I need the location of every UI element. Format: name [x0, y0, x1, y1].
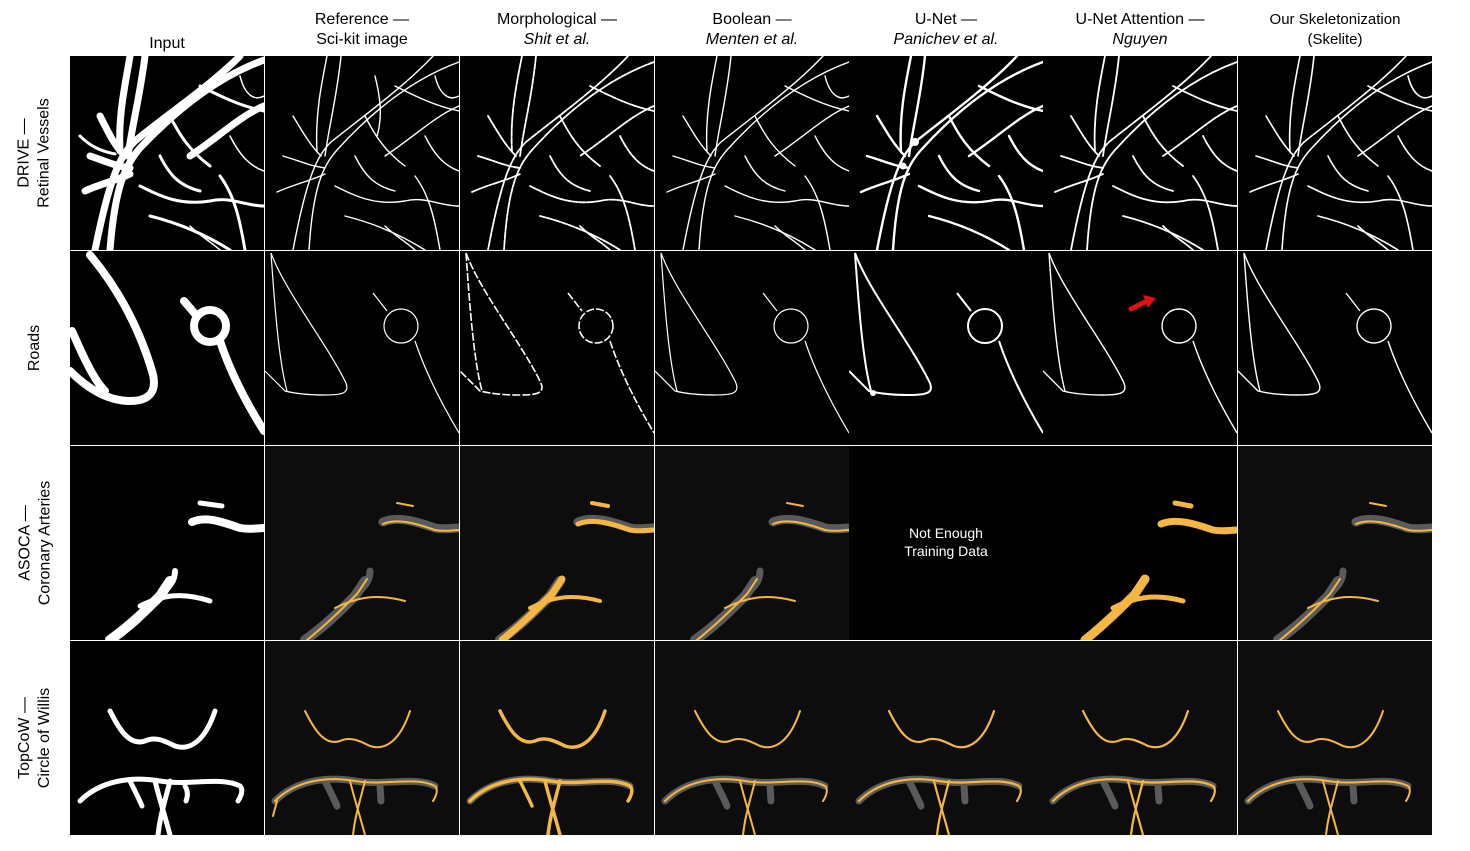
roads-skelite-skeleton [1238, 252, 1432, 434]
asoca-morphological-panel [460, 446, 654, 640]
drive-skelite-skeleton [1249, 56, 1432, 250]
roads-reference-skeleton [265, 252, 459, 434]
column-title: Input [149, 35, 185, 52]
asoca-unet-attention-panel [1043, 446, 1237, 640]
asoca-skelite-panel [1238, 446, 1432, 640]
roads-unet-attention-skeleton [1043, 252, 1237, 434]
column-title: U-Net — [914, 11, 978, 28]
column-header-morphological: Morphological — Shit et al. [460, 10, 654, 50]
drive-unet-attention-panel [1043, 56, 1237, 250]
asoca-boolean-skeleton [690, 502, 849, 640]
topcow-morphological-skeleton [466, 709, 634, 835]
drive-morphological-skeleton [471, 56, 654, 250]
drive-unet-panel [849, 56, 1043, 250]
asoca-input-panel [70, 446, 264, 640]
roads-unet-panel [849, 251, 1043, 445]
drive-skelite-panel [1238, 56, 1432, 250]
drive-boolean-skeleton [666, 56, 849, 250]
topcow-boolean-skeleton [661, 710, 829, 835]
column-title: Boolean — [712, 11, 792, 28]
roads-boolean-skeleton [655, 252, 849, 434]
asoca-boolean-panel [655, 446, 849, 640]
roads-morphological-skeleton [460, 252, 654, 434]
drive-input-panel [70, 56, 264, 250]
column-header-unet: U-Net — Panichev et al. [849, 10, 1043, 50]
roads-unet-skeleton [849, 252, 1043, 434]
topcow-morphological-panel [460, 641, 654, 835]
no-data-message: Not Enough Training Data [904, 525, 988, 559]
column-header-skelite: Our Skeletonization (Skelite) [1238, 10, 1432, 50]
topcow-unet-skeleton [855, 709, 1023, 835]
topcow-skelite-panel [1238, 641, 1432, 835]
topcow-unet-attention-panel [1043, 641, 1237, 835]
row-label-roads: Roads [26, 324, 43, 372]
red-arrow-icon [1128, 295, 1156, 312]
column-title: Morphological — [496, 11, 618, 28]
drive-reference-skeleton [276, 56, 459, 250]
column-subtitle: Shit et al. [523, 31, 591, 48]
asoca-unet-panel: Not Enough Training Data [849, 446, 1043, 640]
topcow-reference-panel [265, 641, 459, 835]
topcow-input-panel [70, 641, 264, 835]
roads-morphological-panel [460, 251, 654, 445]
asoca-skelite-skeleton [1273, 502, 1432, 640]
drive-unet-skeleton [859, 56, 1043, 250]
asoca-reference-panel [265, 446, 459, 640]
column-subtitle: Menten et al. [705, 31, 799, 48]
column-title: Reference — [314, 11, 410, 28]
roads-input-image [70, 251, 264, 435]
drive-boolean-panel [655, 56, 849, 250]
topcow-reference-skeleton [271, 710, 439, 835]
topcow-unet-attention-skeleton [1049, 709, 1217, 835]
column-header-boolean: Boolean — Menten et al. [655, 10, 849, 50]
drive-reference-panel [265, 56, 459, 250]
row-label-topcow: TopCoW — Circle of Willis [16, 687, 54, 789]
column-subtitle: Sci-kit image [316, 31, 408, 48]
drive-input-image [78, 56, 264, 250]
topcow-boolean-panel [655, 641, 849, 835]
roads-reference-panel [265, 251, 459, 445]
asoca-unet-attention-skeleton [1080, 500, 1237, 640]
roads-skelite-panel [1238, 251, 1432, 445]
drive-morphological-panel [460, 56, 654, 250]
roads-boolean-panel [655, 251, 849, 445]
column-title: U-Net Attention — [1075, 11, 1205, 28]
topcow-input-image [77, 708, 245, 835]
column-header-reference: Reference — Sci-kit image [265, 10, 459, 50]
asoca-reference-skeleton [300, 502, 459, 640]
column-subtitle: Nguyen [1112, 31, 1168, 48]
roads-unet-attention-panel [1043, 251, 1237, 445]
asoca-morphological-skeleton [495, 501, 654, 640]
asoca-input-image [105, 500, 264, 640]
column-title: Our Skeletonization [1269, 11, 1401, 28]
drive-unet-attention-skeleton [1054, 56, 1237, 250]
column-header-input: Input [70, 34, 264, 54]
row-label-asoca: ASOCA — Coronary Arteries [16, 480, 53, 606]
column-subtitle: (Skelite) [1307, 31, 1363, 48]
row-label-drive: DRIVE — Retinal Vessels [16, 98, 54, 208]
column-subtitle: Panichev et al. [893, 31, 999, 48]
topcow-unet-panel [849, 641, 1043, 835]
column-header-unet-attention: U-Net Attention — Nguyen [1043, 10, 1237, 50]
roads-input-panel [70, 251, 264, 445]
topcow-skelite-skeleton [1244, 710, 1412, 835]
